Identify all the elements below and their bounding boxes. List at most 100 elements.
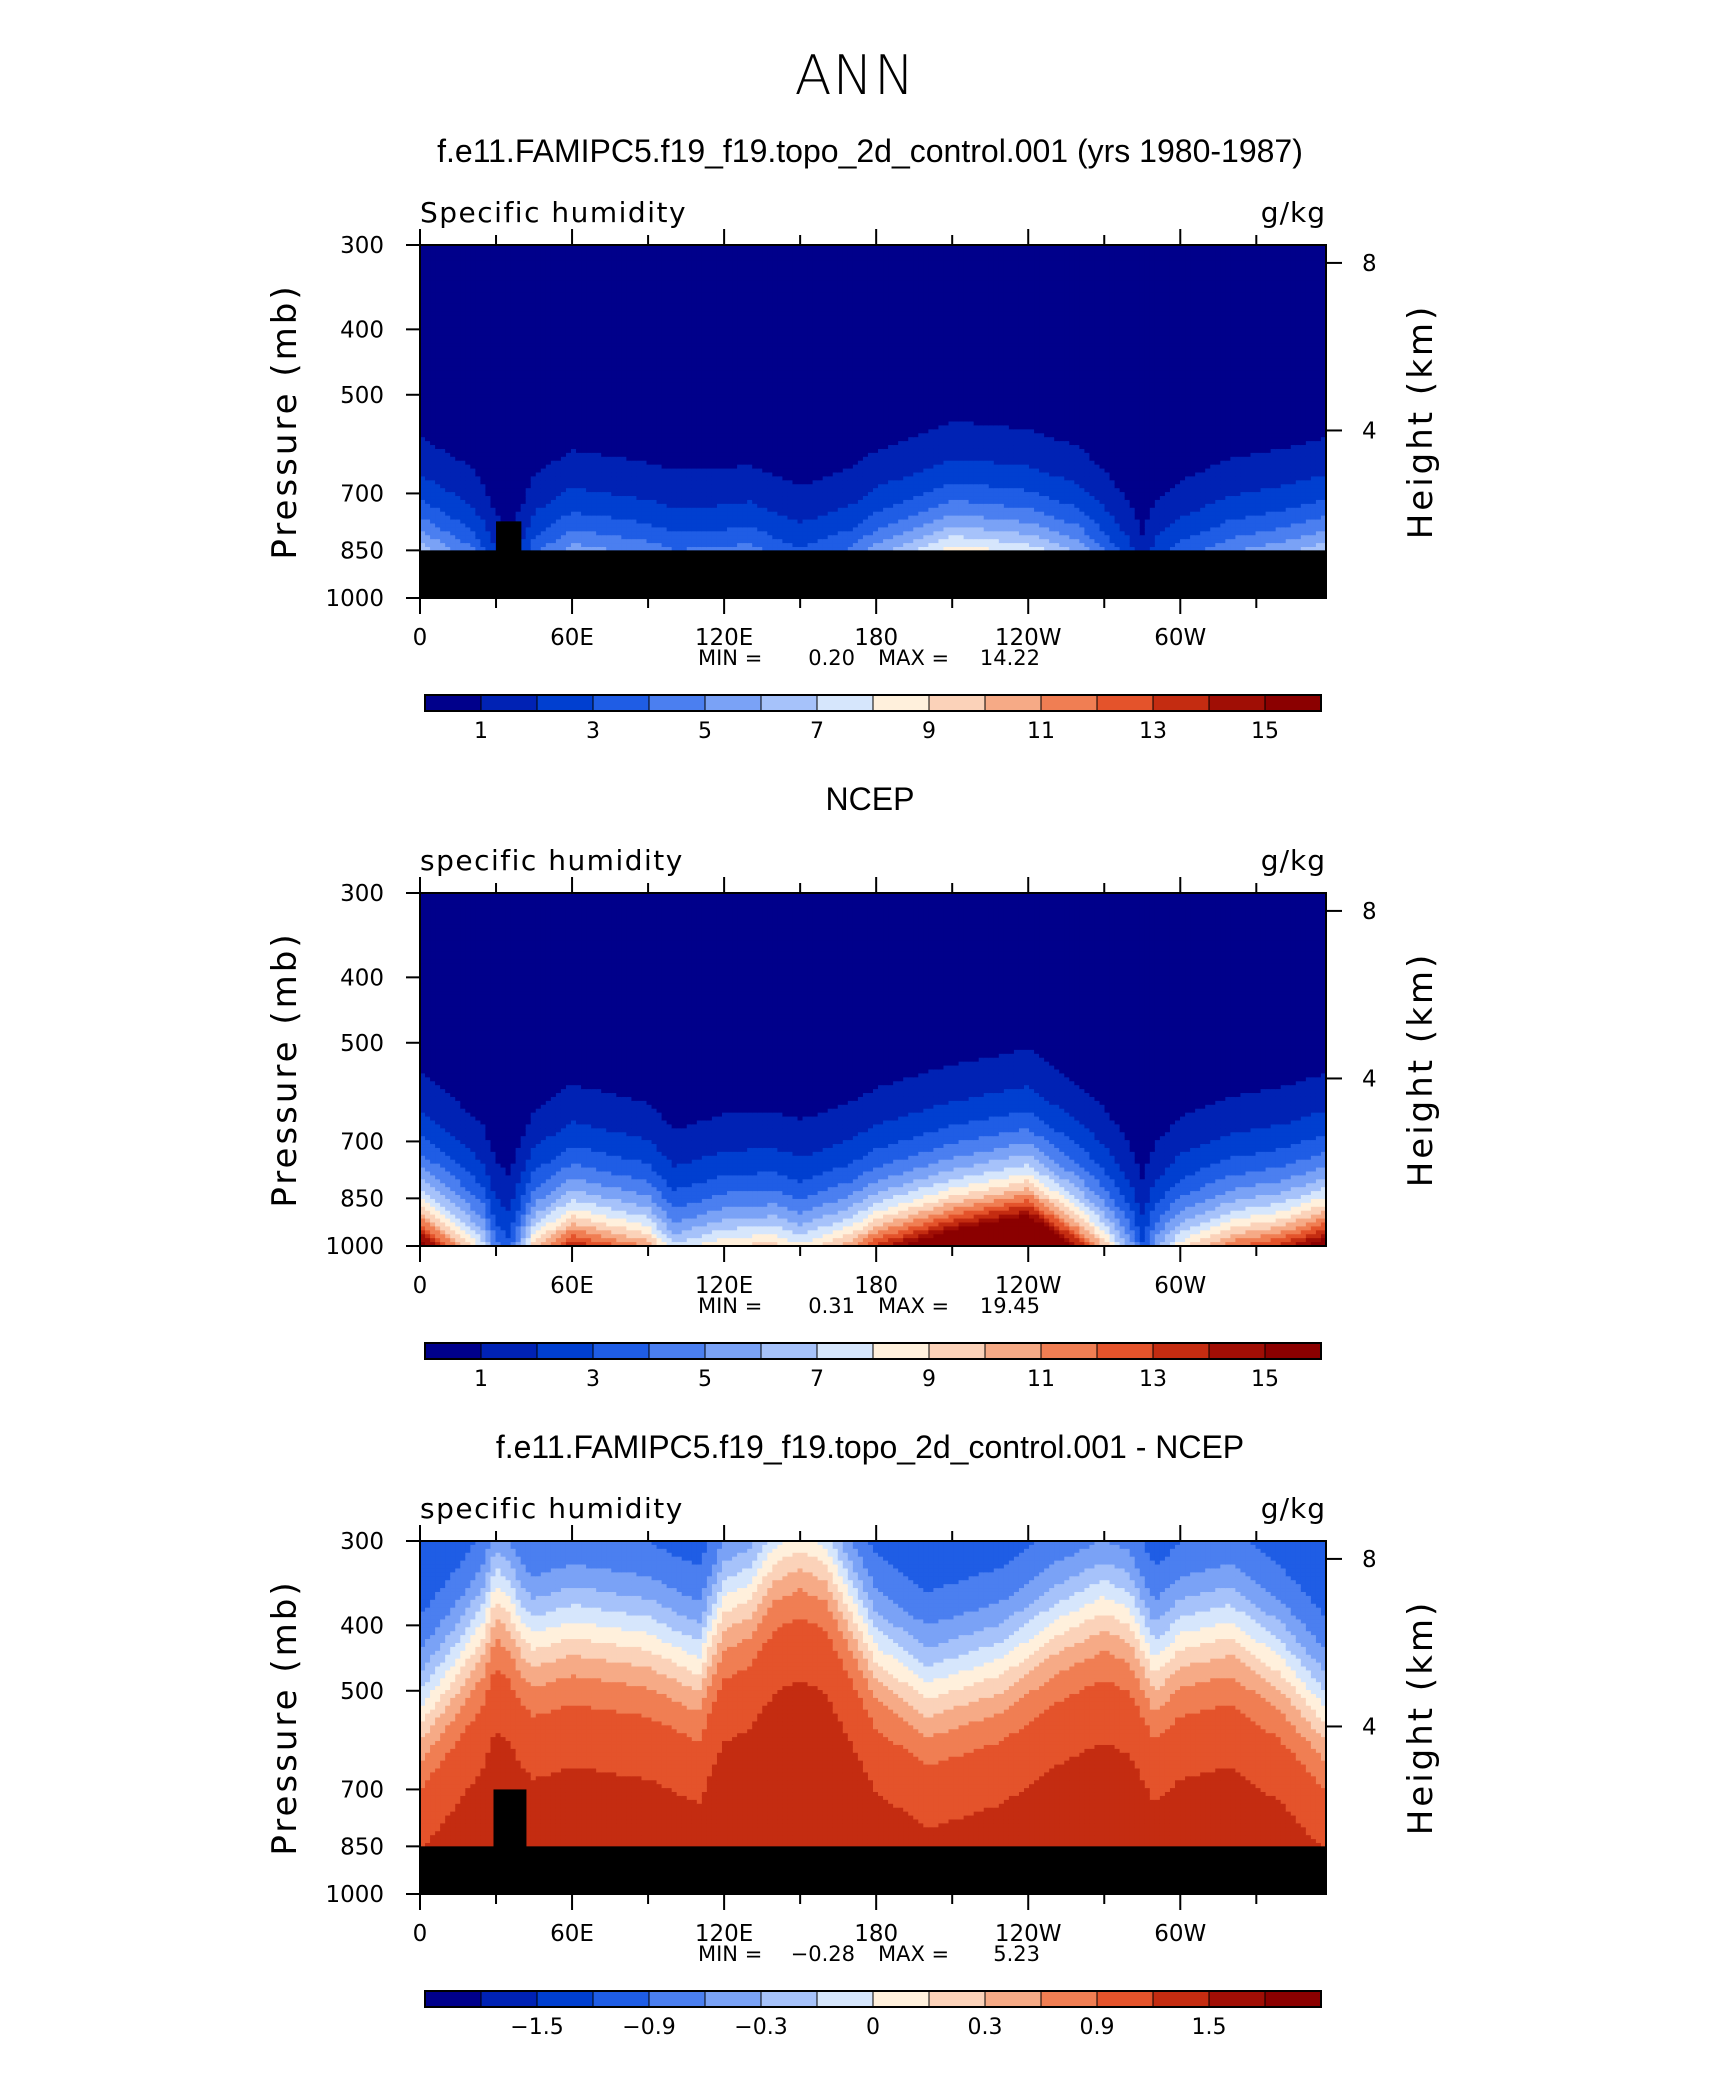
colorbar-tick-label: −0.3 (734, 2015, 787, 2040)
colorbar-swatch (481, 1343, 537, 1359)
colorbar-tick-label: 15 (1251, 1367, 1279, 1392)
min-value: 0.20 (808, 646, 855, 670)
colorbar-tick-label: 13 (1139, 719, 1167, 744)
colorbar-swatch (593, 695, 649, 711)
colorbar: −1.5 −0.9 −0.3 0 0.3 0.9 1.5 (425, 1991, 1321, 2040)
colorbar-swatch (1265, 1343, 1321, 1359)
colorbar-tick-label: 0.3 (968, 2015, 1003, 2040)
variable-label: specific humidity (420, 1492, 684, 1525)
colorbar-tick-label: 0.9 (1080, 2015, 1115, 2040)
right-tick-label: 4 (1362, 418, 1377, 444)
colorbar-swatch (537, 695, 593, 711)
colorbar: 1 3 5 7 9 11 13 15 (425, 695, 1321, 744)
colorbar-swatch (1153, 1343, 1209, 1359)
y-tick-label: 850 (340, 1186, 384, 1212)
y-tick-label: 300 (340, 233, 384, 259)
right-tick-label: 8 (1362, 1547, 1377, 1573)
right-tick-label: 4 (1362, 1066, 1377, 1092)
colorbar-swatch (761, 695, 817, 711)
colorbar-swatch (1153, 695, 1209, 711)
colorbar-swatch (1265, 695, 1321, 711)
colorbar-tick-label: 0 (866, 2015, 880, 2040)
units-label: g/kg (1261, 844, 1326, 877)
x-tick-label: 0 (413, 1921, 428, 1947)
x-tick-label: 0 (413, 1273, 428, 1299)
colorbar-swatch (481, 695, 537, 711)
colorbar-swatch (929, 1991, 985, 2007)
colorbar-swatch (1209, 1343, 1265, 1359)
colorbar-swatch (537, 1343, 593, 1359)
colorbar-swatch (929, 695, 985, 711)
units-label: g/kg (1261, 1492, 1326, 1525)
max-label: MAX = (878, 1942, 949, 1966)
colorbar-swatch (873, 1343, 929, 1359)
y-tick-label: 500 (340, 1679, 384, 1705)
colorbar-tick-label: 1.5 (1192, 2015, 1227, 2040)
colorbar-swatch (649, 1991, 705, 2007)
colorbar-tick-label: −0.9 (622, 2015, 675, 2040)
surface-mask (420, 550, 1326, 598)
x-tick-label: 60E (550, 1921, 594, 1947)
min-label: MIN = (698, 1942, 762, 1966)
colorbar-swatch (649, 695, 705, 711)
right-axis-title: Height (km) (1401, 1600, 1441, 1836)
max-value: 19.45 (980, 1294, 1040, 1318)
colorbar-tick-label: 11 (1027, 1367, 1055, 1392)
y-tick-label: 700 (340, 1777, 384, 1803)
contour-field (420, 893, 1327, 1247)
min-value: 0.31 (808, 1294, 855, 1318)
y-tick-label: 1000 (325, 586, 384, 612)
y-axis-title: Pressure (mb) (265, 931, 305, 1207)
panel-title: f.e11.FAMIPC5.f19_f19.topo_2d_control.00… (496, 1429, 1244, 1465)
colorbar-swatch (1209, 695, 1265, 711)
colorbar-swatch (985, 1991, 1041, 2007)
colorbar-tick-label: 7 (810, 1367, 824, 1392)
colorbar-swatch (649, 1343, 705, 1359)
colorbar-swatch (425, 695, 481, 711)
colorbar-tick-label: 7 (810, 719, 824, 744)
colorbar-tick-label: 13 (1139, 1367, 1167, 1392)
min-label: MIN = (698, 646, 762, 670)
panel-title: f.e11.FAMIPC5.f19_f19.topo_2d_control.00… (437, 133, 1303, 169)
colorbar-tick-label: −1.5 (510, 2015, 563, 2040)
colorbar-swatch (1041, 695, 1097, 711)
colorbar-swatch (425, 1343, 481, 1359)
colorbar-swatch (705, 1343, 761, 1359)
min-value: −0.28 (791, 1942, 855, 1966)
colorbar-swatch (1265, 1991, 1321, 2007)
max-label: MAX = (878, 646, 949, 670)
y-tick-label: 850 (340, 1834, 384, 1860)
y-tick-label: 400 (340, 965, 384, 991)
contour-field (420, 245, 1327, 599)
colorbar-swatch (705, 695, 761, 711)
colorbar-swatch (1097, 695, 1153, 711)
y-tick-label: 500 (340, 1031, 384, 1057)
colorbar-swatch (1097, 1343, 1153, 1359)
y-tick-label: 850 (340, 538, 384, 564)
variable-label: specific humidity (420, 844, 684, 877)
units-label: g/kg (1261, 196, 1326, 229)
max-value: 5.23 (993, 1942, 1040, 1966)
topography-block (496, 521, 521, 598)
colorbar-swatch (1041, 1343, 1097, 1359)
colorbar-swatch (537, 1991, 593, 2007)
x-tick-label: 60E (550, 625, 594, 651)
colorbar-swatch (1209, 1991, 1265, 2007)
colorbar-swatch (873, 1991, 929, 2007)
x-tick-label: 60W (1154, 1273, 1206, 1299)
colorbar-tick-label: 1 (474, 719, 488, 744)
y-tick-label: 400 (340, 317, 384, 343)
colorbar-swatch (873, 695, 929, 711)
colorbar-tick-label: 3 (586, 719, 600, 744)
colorbar-swatch (593, 1991, 649, 2007)
colorbar-swatch (593, 1343, 649, 1359)
right-tick-label: 8 (1362, 251, 1377, 277)
colorbar-swatch (817, 1991, 873, 2007)
colorbar-swatch (817, 1343, 873, 1359)
y-axis-title: Pressure (mb) (265, 1579, 305, 1855)
y-tick-label: 1000 (325, 1882, 384, 1908)
right-tick-label: 4 (1362, 1714, 1377, 1740)
